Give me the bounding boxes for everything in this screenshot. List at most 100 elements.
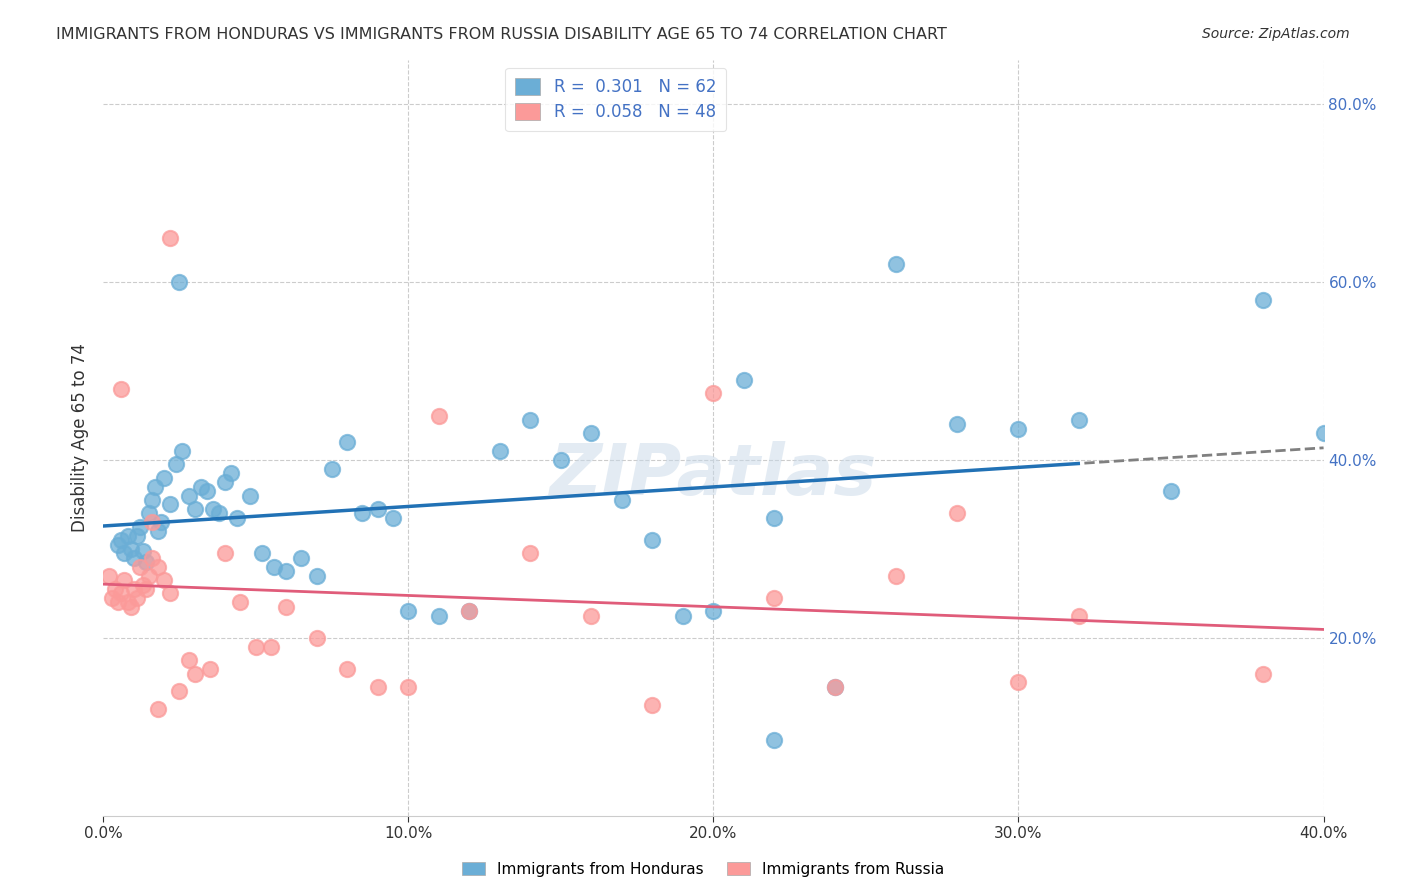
Point: [120, 599, 142, 614]
Point: [208, 507, 231, 521]
Point: [886, 568, 908, 582]
Point: [132, 543, 155, 558]
Point: [290, 550, 312, 565]
Point: [763, 511, 786, 525]
Point: [143, 480, 166, 494]
Point: [153, 573, 176, 587]
Point: [183, 666, 205, 681]
Point: [219, 467, 242, 481]
Point: [141, 516, 163, 530]
Point: [165, 458, 187, 472]
Point: [132, 577, 155, 591]
Point: [110, 586, 132, 600]
Text: IMMIGRANTS FROM HONDURAS VS IMMIGRANTS FROM RUSSIA DISABILITY AGE 65 TO 74 CORRE: IMMIGRANTS FROM HONDURAS VS IMMIGRANTS F…: [56, 27, 948, 42]
Point: [229, 595, 252, 609]
Point: [135, 555, 157, 569]
Point: [98, 568, 121, 582]
Point: [1069, 608, 1091, 623]
Point: [641, 698, 664, 712]
Point: [321, 462, 343, 476]
Point: [183, 502, 205, 516]
Point: [125, 528, 148, 542]
Point: [245, 640, 267, 654]
Point: [276, 564, 298, 578]
Point: [198, 662, 221, 676]
Point: [263, 559, 285, 574]
Point: [1251, 666, 1274, 681]
Point: [153, 471, 176, 485]
Point: [763, 733, 786, 747]
Point: [260, 640, 283, 654]
Point: [101, 591, 124, 605]
Point: [458, 604, 481, 618]
Point: [382, 511, 405, 525]
Point: [305, 631, 328, 645]
Point: [702, 386, 724, 401]
Point: [427, 409, 450, 423]
Point: [886, 257, 908, 271]
Point: [146, 559, 169, 574]
Point: [610, 493, 633, 508]
Point: [226, 511, 249, 525]
Point: [146, 524, 169, 538]
Point: [104, 582, 127, 596]
Point: [550, 453, 572, 467]
Point: [201, 502, 224, 516]
Point: [946, 417, 969, 432]
Point: [214, 475, 236, 490]
Point: [159, 498, 181, 512]
Point: [367, 502, 389, 516]
Point: [177, 489, 200, 503]
Point: [367, 680, 389, 694]
Point: [128, 520, 150, 534]
Point: [169, 684, 191, 698]
Point: [250, 546, 273, 560]
Point: [141, 493, 163, 508]
Y-axis label: Disability Age 65 to 74: Disability Age 65 to 74: [72, 343, 89, 533]
Point: [519, 413, 541, 427]
Point: [117, 528, 139, 542]
Point: [305, 568, 328, 582]
Point: [122, 550, 145, 565]
Point: [177, 653, 200, 667]
Point: [159, 230, 181, 244]
Point: [581, 426, 603, 441]
Point: [336, 662, 359, 676]
Point: [824, 680, 846, 694]
Point: [214, 546, 236, 560]
Point: [138, 507, 160, 521]
Point: [107, 537, 129, 551]
Point: [702, 604, 724, 618]
Point: [427, 608, 450, 623]
Point: [172, 444, 194, 458]
Point: [138, 568, 160, 582]
Point: [146, 702, 169, 716]
Point: [141, 550, 163, 565]
Point: [763, 591, 786, 605]
Point: [120, 541, 142, 556]
Point: [276, 599, 298, 614]
Point: [458, 604, 481, 618]
Point: [114, 546, 136, 560]
Point: [733, 373, 755, 387]
Point: [107, 595, 129, 609]
Legend: Immigrants from Honduras, Immigrants from Russia: Immigrants from Honduras, Immigrants fro…: [454, 854, 952, 884]
Point: [1007, 422, 1029, 436]
Point: [114, 573, 136, 587]
Point: [128, 559, 150, 574]
Point: [396, 604, 419, 618]
Point: [1007, 675, 1029, 690]
Point: [519, 546, 541, 560]
Text: Source: ZipAtlas.com: Source: ZipAtlas.com: [1202, 27, 1350, 41]
Point: [190, 480, 212, 494]
Point: [1069, 413, 1091, 427]
Point: [110, 382, 132, 396]
Point: [336, 435, 359, 450]
Point: [672, 608, 695, 623]
Point: [239, 489, 262, 503]
Point: [169, 275, 191, 289]
Point: [110, 533, 132, 547]
Point: [488, 444, 510, 458]
Point: [1312, 426, 1334, 441]
Point: [581, 608, 603, 623]
